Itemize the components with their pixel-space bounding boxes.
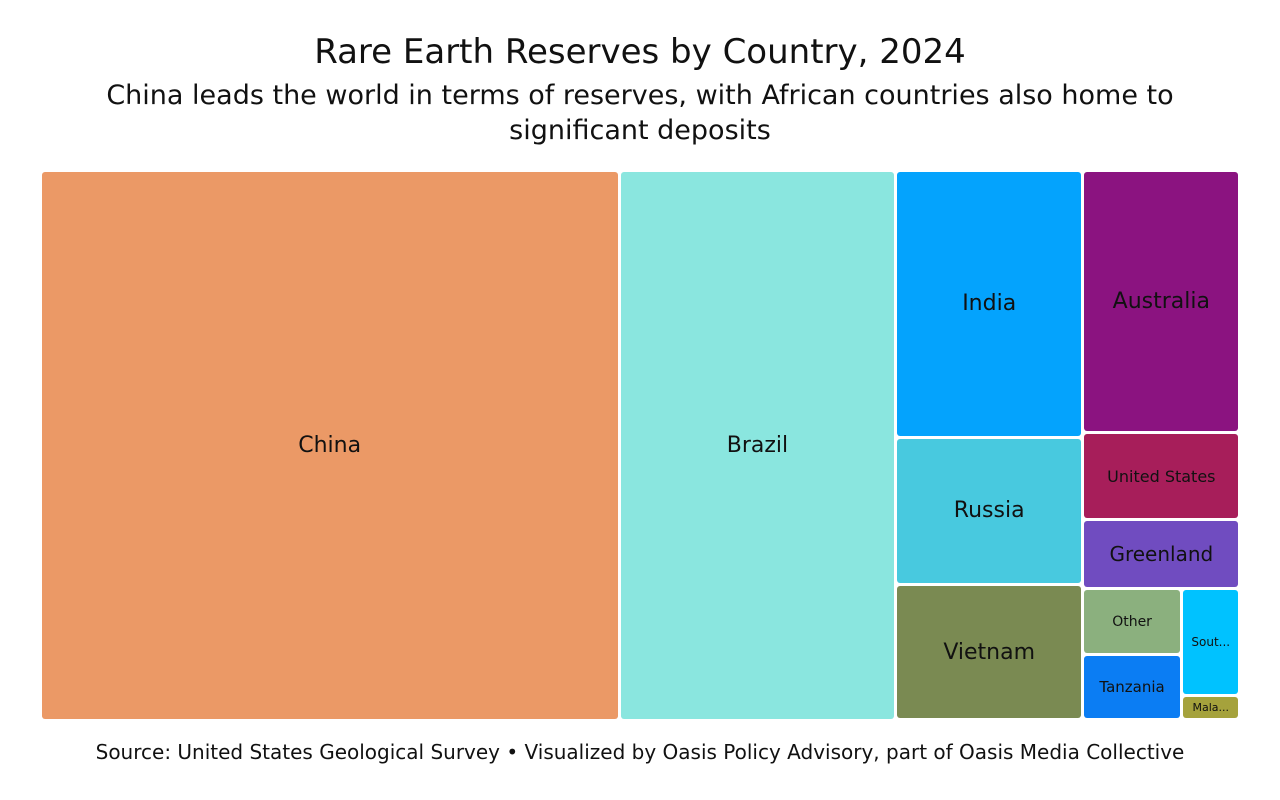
treemap-chart: China Brazil India Russia Vietnam Australia Un… (40, 170, 1240, 720)
tile-united-states[interactable]: United States (1084, 433, 1239, 519)
tile-greenland[interactable]: Greenland (1084, 521, 1239, 588)
tile-australia[interactable]: Australia (1084, 171, 1239, 431)
tile-label-russia: Russia (953, 498, 1025, 524)
tile-brazil[interactable]: Brazil (620, 171, 895, 719)
tile-label-vietnam: Vietnam (943, 639, 1036, 665)
chart-title: Rare Earth Reserves by Country, 2024 (314, 32, 966, 72)
tile-label-malawi: Mala... (1192, 701, 1229, 715)
tile-label-brazil: Brazil (726, 432, 789, 458)
tile-label-united-states: United States (1107, 466, 1216, 486)
tile-india[interactable]: India (897, 171, 1082, 436)
tile-label-south-africa: Sout... (1191, 635, 1231, 650)
tile-other[interactable]: Other (1084, 590, 1180, 654)
tile-label-australia: Australia (1112, 288, 1210, 314)
tile-russia[interactable]: Russia (897, 438, 1082, 583)
tile-label-greenland: Greenland (1109, 542, 1214, 567)
tile-south-africa[interactable]: Sout... (1182, 590, 1239, 694)
tile-china[interactable]: China (41, 171, 618, 719)
chart-subtitle: China leads the world in terms of reserv… (106, 80, 1174, 146)
tile-label-india: India (962, 291, 1017, 317)
tile-label-china: China (298, 432, 362, 458)
tile-tanzania[interactable]: Tanzania (1084, 656, 1180, 719)
source-note: Source: United States Geological Survey … (95, 740, 1185, 764)
tile-vietnam[interactable]: Vietnam (897, 585, 1082, 719)
tile-label-other: Other (1112, 613, 1152, 630)
tile-label-tanzania: Tanzania (1099, 678, 1165, 697)
tile-malawi[interactable]: Mala... (1182, 696, 1239, 719)
